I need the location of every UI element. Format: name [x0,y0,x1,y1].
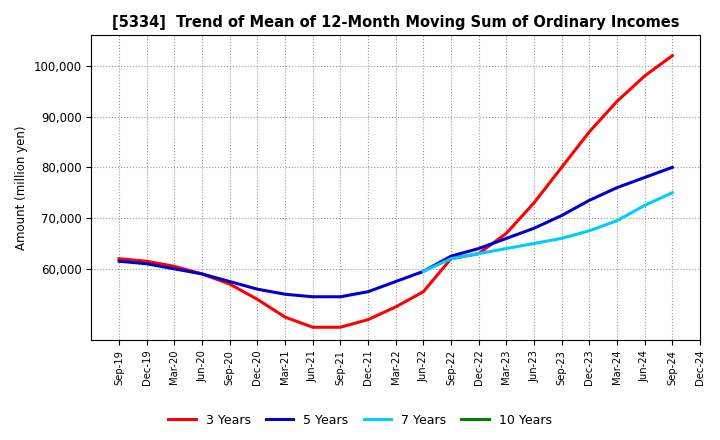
Y-axis label: Amount (million yen): Amount (million yen) [15,125,28,250]
Title: [5334]  Trend of Mean of 12-Month Moving Sum of Ordinary Incomes: [5334] Trend of Mean of 12-Month Moving … [112,15,680,30]
Legend: 3 Years, 5 Years, 7 Years, 10 Years: 3 Years, 5 Years, 7 Years, 10 Years [163,409,557,432]
